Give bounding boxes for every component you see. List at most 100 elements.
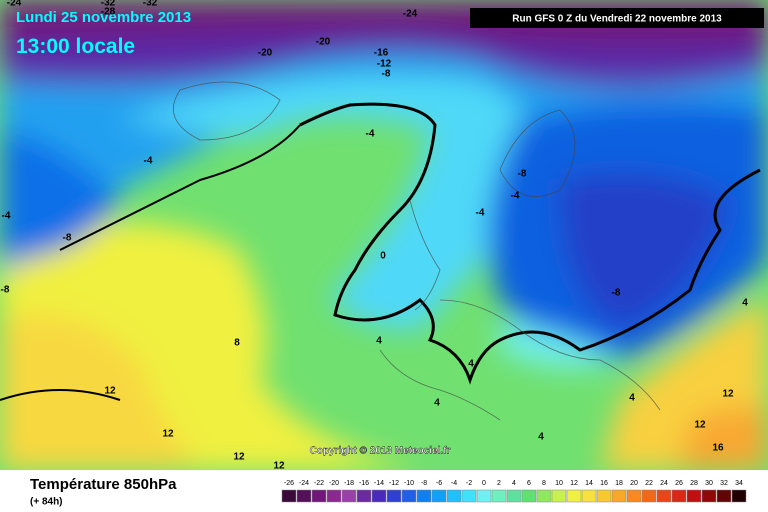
- contour-label: 4: [629, 393, 635, 404]
- legend-tick: 26: [675, 480, 683, 487]
- contour-label: 8: [234, 338, 240, 349]
- legend-swatch: [281, 489, 297, 503]
- legend-swatch: [731, 489, 747, 503]
- legend-tick: -8: [421, 480, 427, 487]
- legend-tick: 30: [705, 480, 713, 487]
- legend-tick: 14: [585, 480, 593, 487]
- contour-label: -32: [101, 0, 116, 9]
- legend-swatch: [386, 489, 402, 503]
- contour-label: -8: [518, 169, 527, 180]
- legend-tick: 28: [690, 480, 698, 487]
- map-field: [0, 0, 768, 470]
- legend-tick: 32: [720, 480, 728, 487]
- legend-swatch: [536, 489, 552, 503]
- legend-tick: -2: [466, 480, 472, 487]
- legend-tick: 24: [660, 480, 668, 487]
- legend-swatch: [356, 489, 372, 503]
- legend-tick: 2: [497, 480, 501, 487]
- contour-label: -8: [382, 69, 391, 80]
- legend-tick: -12: [389, 480, 399, 487]
- legend-tick: -16: [359, 480, 369, 487]
- copyright: Copyright © 2013 Meteociel.fr: [310, 446, 451, 457]
- local-time: 13:00 locale: [16, 35, 135, 58]
- contour-label: -4: [511, 191, 520, 202]
- contour-label: -4: [144, 156, 153, 167]
- legend-swatch: [716, 489, 732, 503]
- legend-tick: 10: [555, 480, 563, 487]
- legend-swatch: [296, 489, 312, 503]
- legend-tick: -14: [374, 480, 384, 487]
- legend-swatch: [341, 489, 357, 503]
- legend-tick: -18: [344, 480, 354, 487]
- legend-tick: -4: [451, 480, 457, 487]
- legend-swatch: [641, 489, 657, 503]
- contour-label: -20: [258, 48, 273, 59]
- contour-label: -12: [377, 59, 392, 70]
- lead-time: (+ 84h): [30, 497, 63, 508]
- contour-label: 4: [434, 398, 440, 409]
- contour-label: 12: [162, 429, 174, 440]
- legend-tick: 34: [735, 480, 743, 487]
- legend-tick: 6: [527, 480, 531, 487]
- legend-swatch: [596, 489, 612, 503]
- legend-swatch: [506, 489, 522, 503]
- legend-tick: 18: [615, 480, 623, 487]
- contour-label: -4: [366, 129, 375, 140]
- legend-swatch: [401, 489, 417, 503]
- contour-label: -4: [2, 211, 11, 222]
- legend-swatch: [671, 489, 687, 503]
- legend-swatch: [446, 489, 462, 503]
- date: Lundi 25 novembre 2013: [16, 9, 191, 26]
- field-title: Température 850hPa: [30, 476, 177, 493]
- contour-label: 12: [694, 420, 706, 431]
- contour-label: 16: [712, 443, 724, 454]
- legend-swatch: [476, 489, 492, 503]
- contour-label: 12: [104, 386, 116, 397]
- contour-label: 12: [273, 461, 285, 472]
- contour-label: -8: [63, 233, 72, 244]
- contour-label: 4: [538, 432, 544, 443]
- contour-label: -8: [1, 285, 10, 296]
- contour-label: -8: [612, 288, 621, 299]
- legend-tick: 22: [645, 480, 653, 487]
- legend-tick: -24: [299, 480, 309, 487]
- run-box: [470, 8, 764, 28]
- legend-swatch: [581, 489, 597, 503]
- contour-label: -4: [476, 208, 485, 219]
- legend-swatch: [431, 489, 447, 503]
- run-info: Run GFS 0 Z du Vendredi 22 novembre 2013: [512, 14, 722, 25]
- contour-label: 4: [376, 336, 382, 347]
- legend-tick: 12: [570, 480, 578, 487]
- legend-tick: -20: [329, 480, 339, 487]
- legend-tick: 8: [542, 480, 546, 487]
- contour-label: -32: [143, 0, 158, 9]
- legend-tick: 4: [512, 480, 516, 487]
- legend-swatch: [626, 489, 642, 503]
- legend-swatch: [416, 489, 432, 503]
- legend-swatch: [461, 489, 477, 503]
- legend-tick: -26: [284, 480, 294, 487]
- legend-tick: -6: [436, 480, 442, 487]
- legend-tick: -10: [404, 480, 414, 487]
- legend-swatch: [491, 489, 507, 503]
- contour-label: 4: [742, 298, 748, 309]
- legend-swatch: [551, 489, 567, 503]
- legend-tick: 16: [600, 480, 608, 487]
- legend-swatch: [371, 489, 387, 503]
- contour-label: -24: [7, 0, 22, 9]
- legend-swatch: [521, 489, 537, 503]
- legend-swatch: [611, 489, 627, 503]
- legend-tick: 20: [630, 480, 638, 487]
- contour-label: 12: [722, 389, 734, 400]
- legend-swatch: [326, 489, 342, 503]
- contour-label: -16: [374, 48, 389, 59]
- legend-swatch: [566, 489, 582, 503]
- legend-swatch: [656, 489, 672, 503]
- contour-label: 0: [380, 251, 386, 262]
- contour-label: -20: [316, 37, 331, 48]
- legend-tick: 0: [482, 480, 486, 487]
- legend-swatch: [686, 489, 702, 503]
- legend-swatch: [311, 489, 327, 503]
- legend-swatch: [701, 489, 717, 503]
